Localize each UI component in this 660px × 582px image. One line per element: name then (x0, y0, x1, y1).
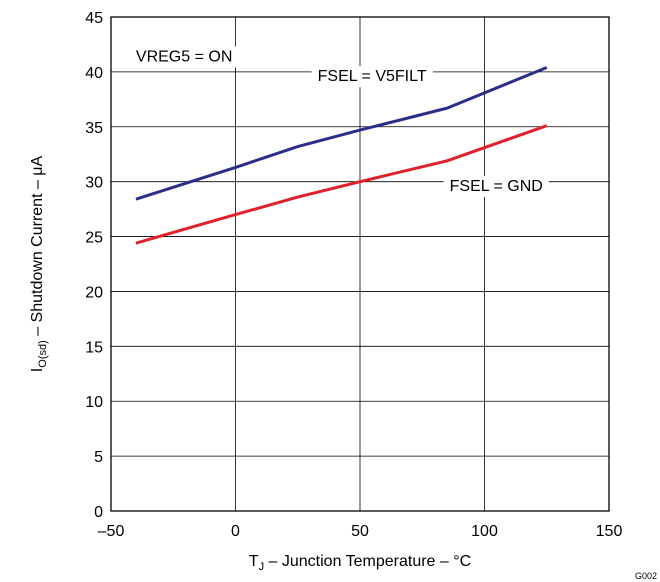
y-tick-label: 25 (85, 230, 103, 247)
tick-labels: 0 5 10 15 20 25 30 35 40 45 –50 0 50 100 150 (85, 10, 622, 540)
x-axis-label-rest: – Junction Temperature – °C (264, 553, 471, 570)
plot-frame (110, 16, 610, 512)
annotation-label: FSEL = V5FILT (318, 68, 427, 85)
x-tick-label: –50 (98, 523, 125, 540)
y-tick-label: 35 (85, 120, 103, 137)
y-axis-label: IO(sd) – Shutdown Current – μA (29, 155, 49, 372)
y-tick-label: 30 (85, 175, 103, 192)
y-axis-label-sub: O(sd) (37, 340, 49, 368)
figure-id-label: G002 (635, 571, 657, 581)
annotations: VREG5 = ON FSEL = V5FILT FSEL = GND (129, 46, 549, 197)
annotation-background (129, 46, 239, 68)
series-line-1 (135, 66, 548, 201)
y-tick-label: 20 (85, 284, 103, 301)
y-tick-label: 10 (85, 394, 103, 411)
x-tick-label: 50 (351, 523, 369, 540)
series-lines (135, 66, 548, 245)
y-tick-label: 40 (85, 65, 103, 82)
y-tick-label: 15 (85, 339, 103, 356)
series-line-2 (135, 124, 548, 245)
x-axis-label-sub: J (259, 561, 265, 573)
y-axis-label-main: I (29, 368, 46, 372)
annotation-label: FSEL = GND (450, 178, 543, 195)
annotation-background (443, 175, 549, 197)
x-axis-label-main: T (249, 553, 259, 570)
x-tick-label: 150 (596, 523, 623, 540)
annotation-label: VREG5 = ON (136, 48, 232, 65)
x-tick-label: 100 (471, 523, 498, 540)
y-tick-label: 45 (85, 10, 103, 27)
grid-lines (111, 17, 609, 511)
annotation-background (311, 66, 433, 88)
x-tick-label: 0 (231, 523, 240, 540)
y-tick-label: 0 (94, 504, 103, 521)
y-tick-label: 5 (94, 449, 103, 466)
x-axis-label: TJ – Junction Temperature – °C (249, 553, 471, 573)
y-axis-label-rest: – Shutdown Current – μA (29, 155, 46, 340)
